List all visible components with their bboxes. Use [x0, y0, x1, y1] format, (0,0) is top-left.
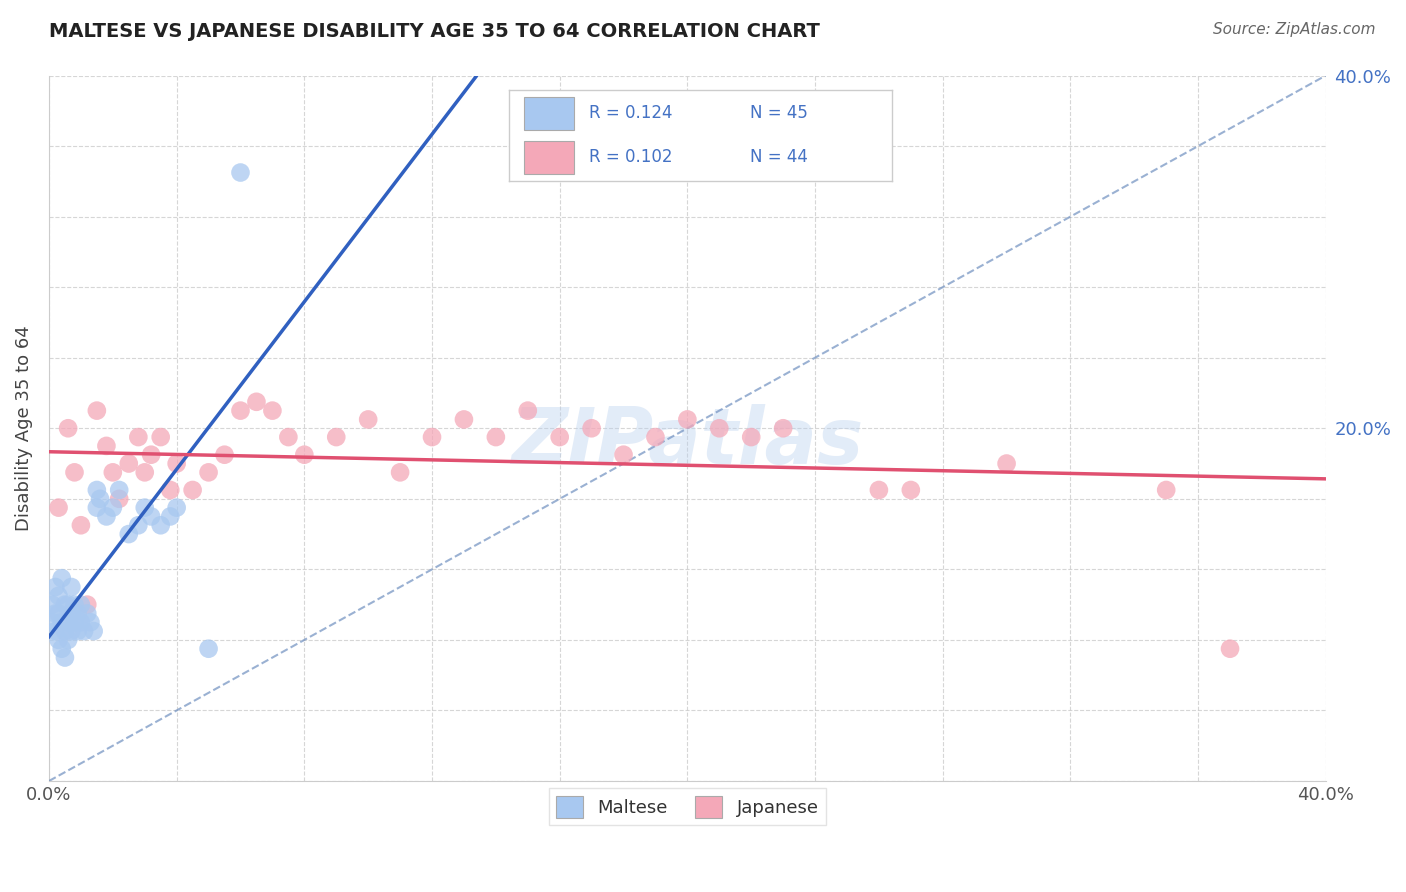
Point — [118, 457, 141, 471]
Point — [56, 615, 79, 630]
Point — [127, 518, 149, 533]
Point — [868, 483, 890, 497]
Point — [51, 571, 73, 585]
Point — [48, 607, 70, 621]
Point — [108, 483, 131, 497]
Point — [60, 580, 83, 594]
Point — [56, 421, 79, 435]
Point — [772, 421, 794, 435]
Point — [63, 615, 86, 630]
Point — [63, 598, 86, 612]
Point — [229, 165, 252, 179]
Point — [96, 509, 118, 524]
Point — [60, 624, 83, 638]
Point — [41, 615, 63, 630]
Point — [76, 598, 98, 612]
Point — [197, 466, 219, 480]
Point — [1154, 483, 1177, 497]
Point — [612, 448, 634, 462]
Point — [292, 448, 315, 462]
Point — [548, 430, 571, 444]
Point — [181, 483, 204, 497]
Point — [89, 491, 111, 506]
Point — [644, 430, 666, 444]
Text: Source: ZipAtlas.com: Source: ZipAtlas.com — [1212, 22, 1375, 37]
Point — [86, 500, 108, 515]
Point — [420, 430, 443, 444]
Point — [166, 457, 188, 471]
Point — [70, 518, 93, 533]
Point — [197, 641, 219, 656]
Point — [134, 466, 156, 480]
Y-axis label: Disability Age 35 to 64: Disability Age 35 to 64 — [15, 326, 32, 531]
Point — [516, 403, 538, 417]
Point — [149, 518, 172, 533]
Point — [44, 580, 66, 594]
Point — [51, 615, 73, 630]
Point — [48, 500, 70, 515]
Point — [41, 598, 63, 612]
Point — [70, 615, 93, 630]
Point — [389, 466, 412, 480]
Point — [44, 624, 66, 638]
Point — [73, 624, 96, 638]
Point — [127, 430, 149, 444]
Point — [101, 466, 124, 480]
Point — [995, 457, 1018, 471]
Point — [134, 500, 156, 515]
Point — [53, 598, 76, 612]
Point — [66, 624, 89, 638]
Text: MALTESE VS JAPANESE DISABILITY AGE 35 TO 64 CORRELATION CHART: MALTESE VS JAPANESE DISABILITY AGE 35 TO… — [49, 22, 820, 41]
Point — [101, 500, 124, 515]
Point — [66, 607, 89, 621]
Point — [214, 448, 236, 462]
Point — [709, 421, 731, 435]
Legend: Maltese, Japanese: Maltese, Japanese — [548, 789, 825, 825]
Point — [83, 624, 105, 638]
Point — [96, 439, 118, 453]
Point — [48, 589, 70, 603]
Point — [79, 615, 101, 630]
Point — [63, 466, 86, 480]
Point — [166, 500, 188, 515]
Point — [139, 509, 162, 524]
Point — [48, 632, 70, 647]
Point — [357, 412, 380, 426]
Point — [740, 430, 762, 444]
Point — [325, 430, 347, 444]
Point — [56, 598, 79, 612]
Point — [485, 430, 508, 444]
Point — [139, 448, 162, 462]
Point — [44, 607, 66, 621]
Point — [676, 412, 699, 426]
Point — [900, 483, 922, 497]
Point — [245, 394, 267, 409]
Point — [60, 607, 83, 621]
Point — [118, 527, 141, 541]
Text: ZIPatlas: ZIPatlas — [512, 404, 863, 481]
Point — [86, 483, 108, 497]
Point — [159, 509, 181, 524]
Point — [229, 403, 252, 417]
Point — [70, 598, 93, 612]
Point — [277, 430, 299, 444]
Point — [262, 403, 284, 417]
Point — [53, 624, 76, 638]
Point — [56, 632, 79, 647]
Point — [581, 421, 603, 435]
Point — [51, 641, 73, 656]
Point — [149, 430, 172, 444]
Point — [86, 403, 108, 417]
Point — [108, 491, 131, 506]
Point — [1219, 641, 1241, 656]
Point — [76, 607, 98, 621]
Point — [53, 650, 76, 665]
Point — [159, 483, 181, 497]
Point — [453, 412, 475, 426]
